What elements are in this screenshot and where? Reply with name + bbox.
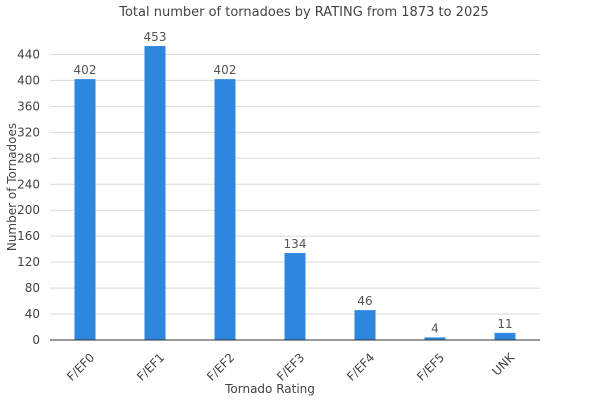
y-tick-label: 0 <box>32 333 40 347</box>
y-tick-label: 280 <box>17 151 40 165</box>
x-tick-label: F/EF3 <box>274 350 307 383</box>
gridlines <box>50 53 540 315</box>
y-tick-label: 440 <box>17 47 40 61</box>
bar-value-label: 11 <box>497 317 512 331</box>
y-tick-label: 120 <box>17 255 40 269</box>
x-tick-label: F/EF0 <box>64 350 97 383</box>
y-tick-label: 200 <box>17 203 40 217</box>
y-tick-label: 400 <box>17 73 40 87</box>
bars: 402 453 402 134 46 4 11 <box>74 30 516 341</box>
y-axis-label: Number of Tornadoes <box>5 123 19 251</box>
y-tick-label: 160 <box>17 229 40 243</box>
chart-title: Total number of tornadoes by RATING from… <box>118 5 489 20</box>
y-tick-label: 80 <box>25 281 40 295</box>
bar-unk <box>494 332 516 340</box>
bar-value-label: 4 <box>431 321 439 335</box>
bar-value-label: 402 <box>74 63 97 77</box>
x-tick-label: F/EF1 <box>134 350 167 383</box>
bar-f-ef4 <box>354 310 376 340</box>
x-tick-label: F/EF2 <box>204 350 237 383</box>
bar-value-label: 134 <box>284 237 307 251</box>
x-tick-label: F/EF4 <box>344 350 377 383</box>
bar-f-ef3 <box>284 253 306 340</box>
bar-f-ef0 <box>74 79 96 341</box>
y-tick-label: 360 <box>17 99 40 113</box>
y-axis-ticks: 0 40 80 120 160 200 240 280 320 360 400 440 <box>17 47 40 347</box>
bar-value-label: 453 <box>144 30 167 44</box>
y-tick-label: 40 <box>25 307 40 321</box>
bar-value-label: 402 <box>214 63 237 77</box>
x-axis-label: Tornado Rating <box>224 382 315 396</box>
bar-f-ef1 <box>144 46 166 340</box>
bar-f-ef5 <box>424 337 446 340</box>
x-axis-ticks: F/EF0 F/EF1 F/EF2 F/EF3 F/EF4 F/EF5 UNK <box>64 350 518 384</box>
y-tick-label: 320 <box>17 125 40 139</box>
bar-value-label: 46 <box>357 294 372 308</box>
x-tick-label: UNK <box>489 350 518 379</box>
bar-f-ef2 <box>214 79 236 341</box>
y-tick-label: 240 <box>17 177 40 191</box>
x-tick-label: F/EF5 <box>414 350 447 383</box>
